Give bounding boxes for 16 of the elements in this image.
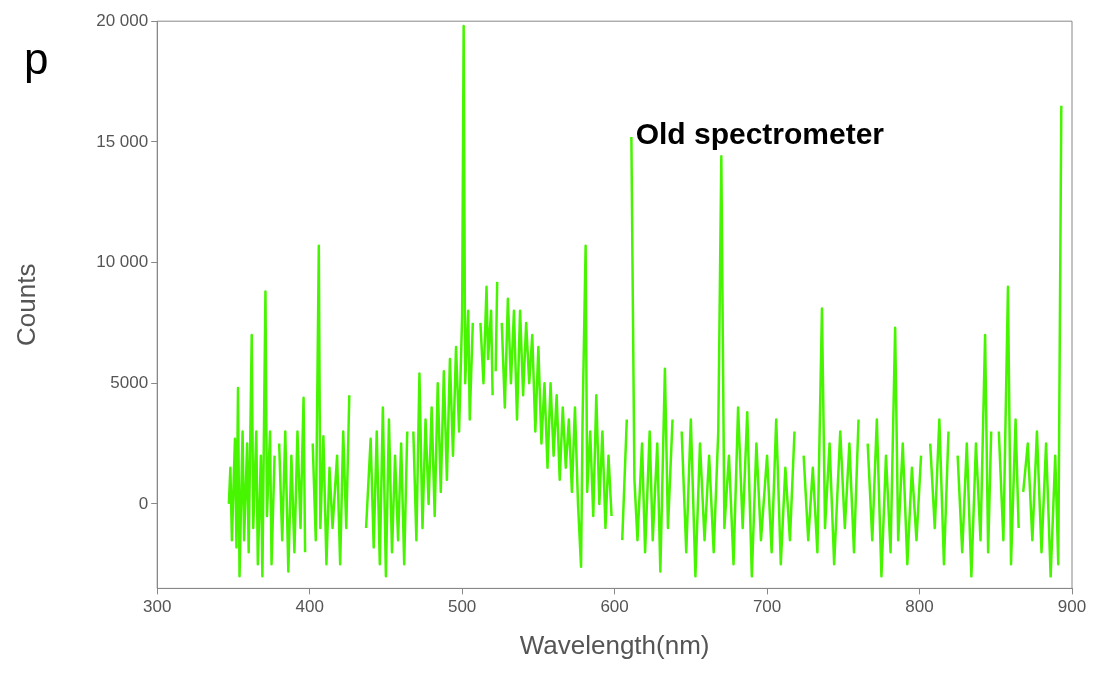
x-axis-title: Wavelength(nm) <box>519 629 710 660</box>
x-tick-label: 700 <box>752 597 782 617</box>
y-tick-label: 20 000 <box>96 10 149 30</box>
annotation: Old spectrometer <box>635 117 885 151</box>
x-tick-label: 800 <box>905 597 934 617</box>
x-tick-label: 900 <box>1057 597 1087 617</box>
y-axis-title: Counts <box>10 263 41 346</box>
x-tick-label: 500 <box>447 597 477 617</box>
y-tick-label: 10 000 <box>96 252 149 272</box>
x-tick-label: 400 <box>295 597 324 617</box>
text: p <box>24 34 49 84</box>
x-tick-label: 300 <box>143 597 172 617</box>
y-tick-label: 5000 <box>110 372 149 392</box>
y-tick-label: 15 000 <box>96 131 149 151</box>
x-tick-label: 600 <box>600 597 629 617</box>
y-tick-label: 0 <box>138 493 149 513</box>
